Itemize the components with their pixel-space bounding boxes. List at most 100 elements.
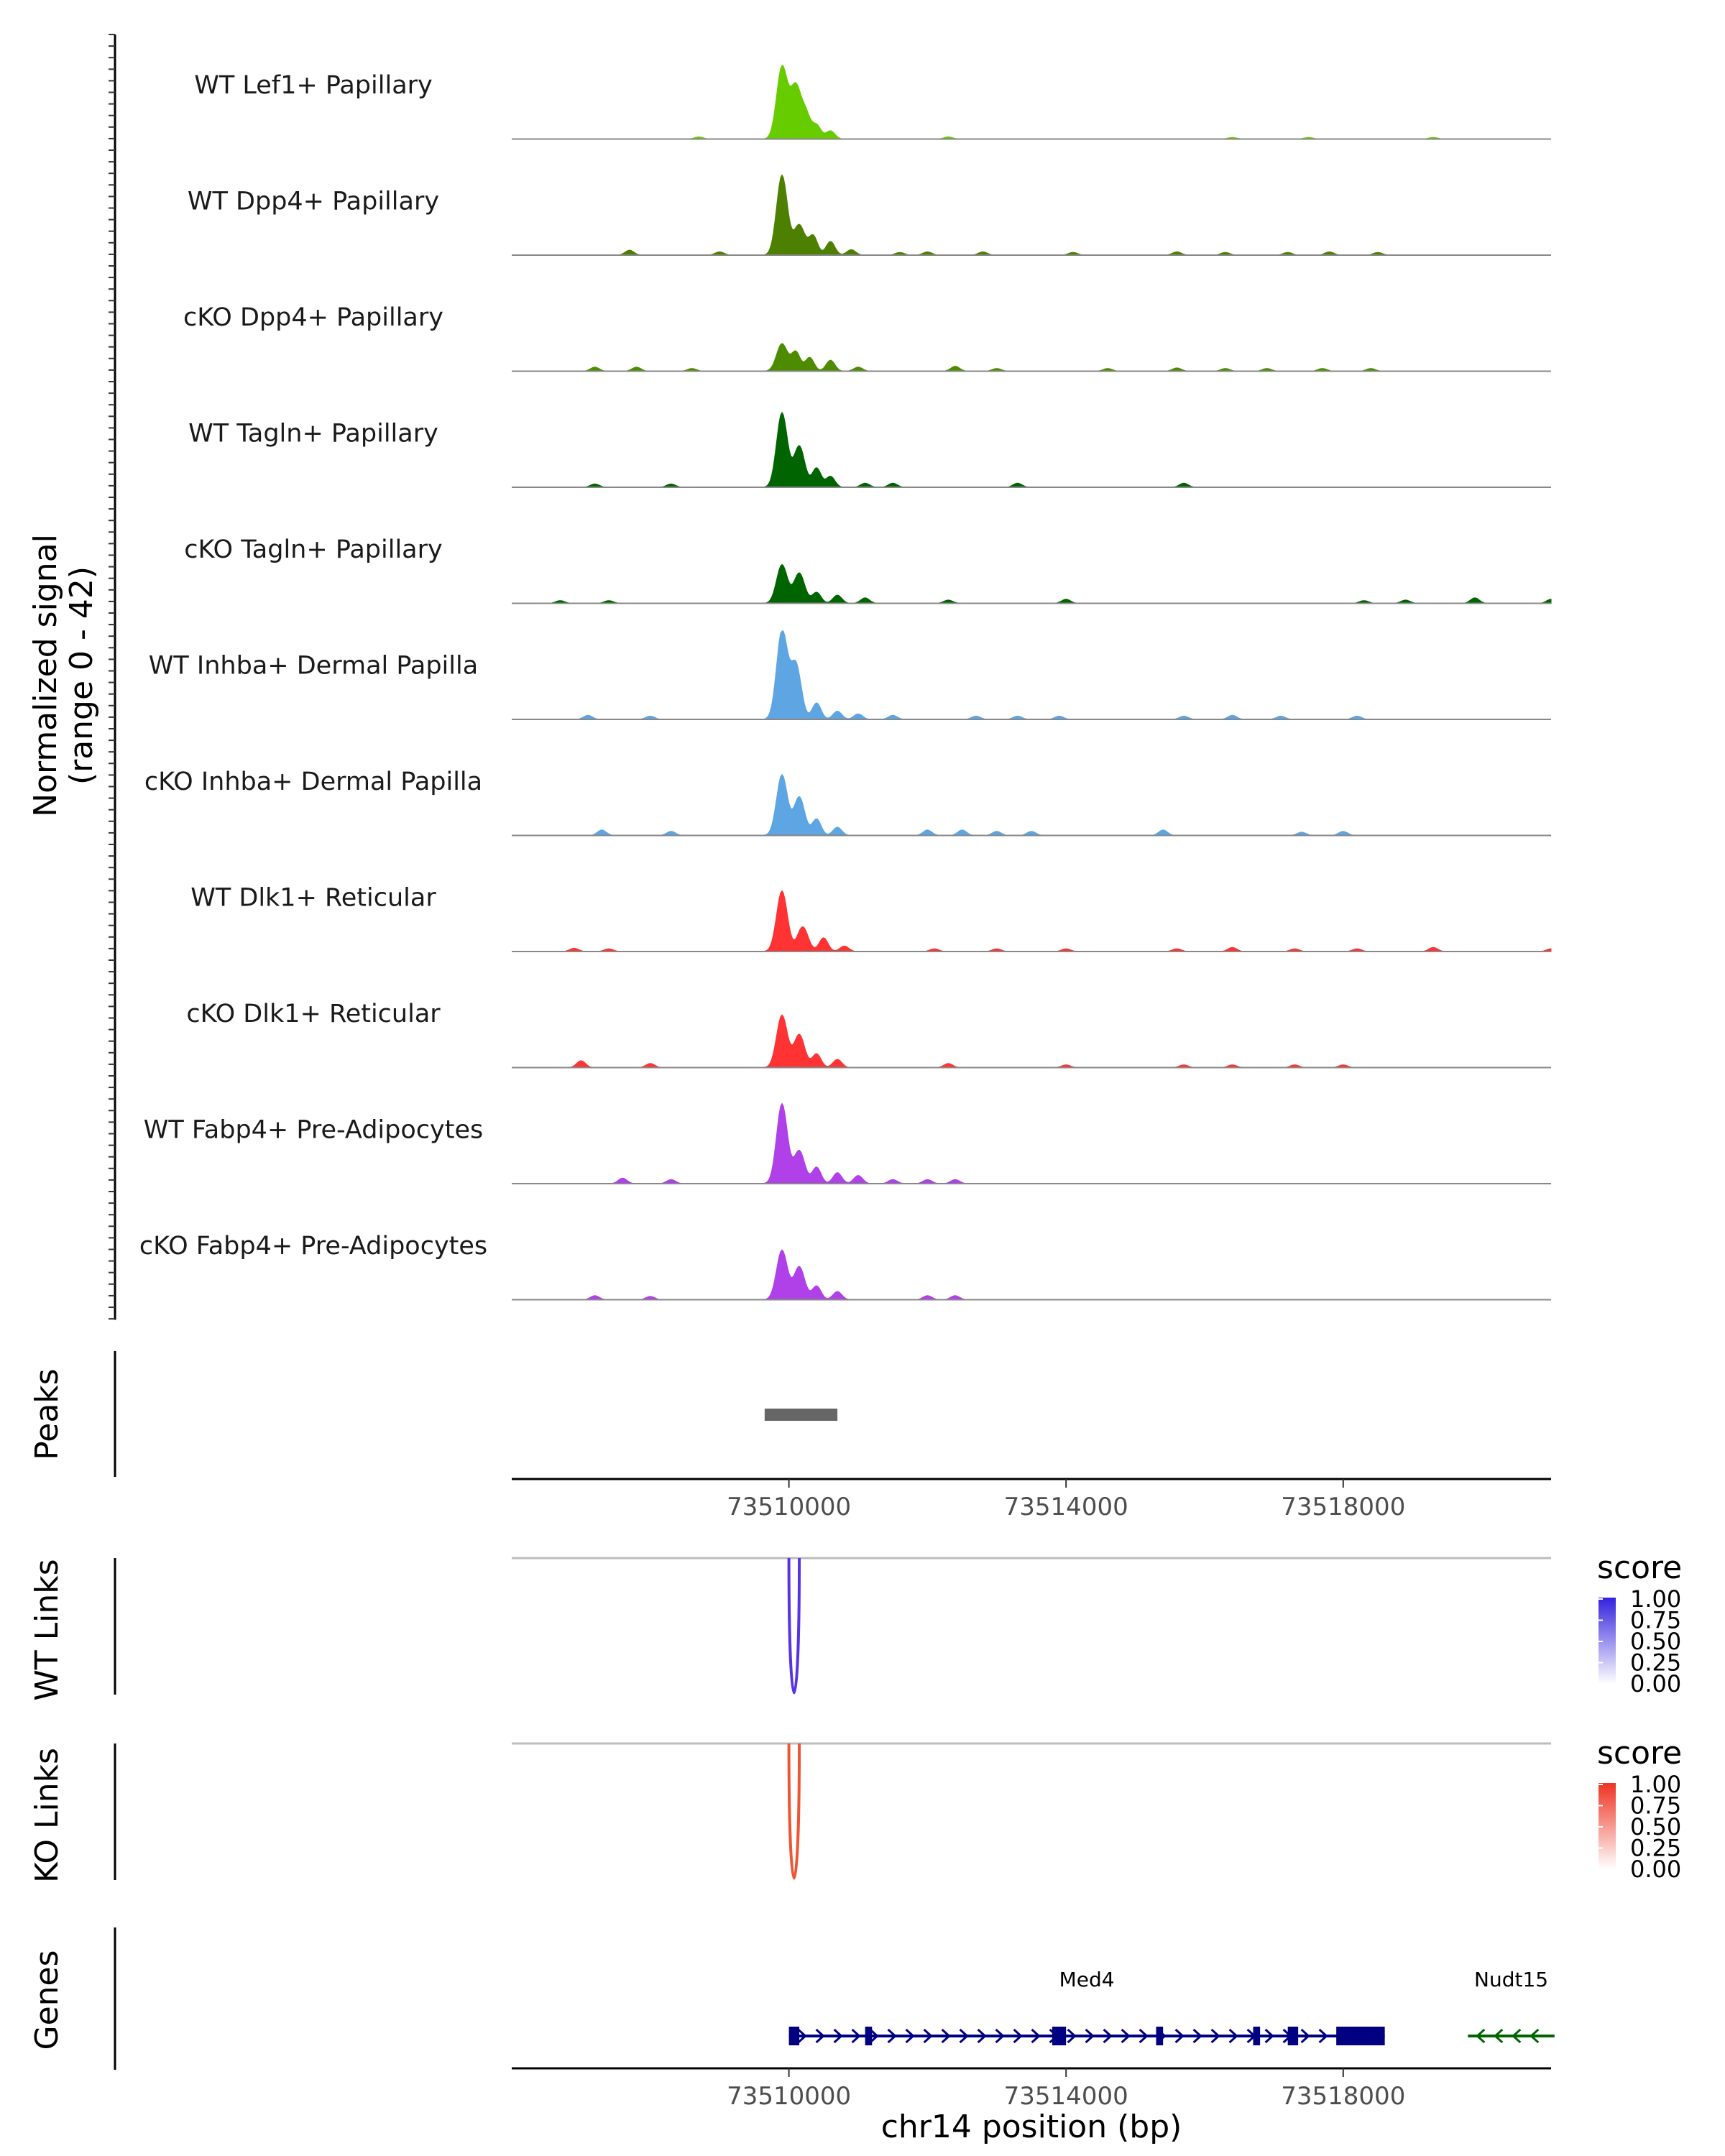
track-label: WT Tagln+ Papillary <box>188 420 438 448</box>
legend-title: score <box>1597 1735 1682 1772</box>
peak-region <box>764 1409 838 1421</box>
strand-arrow <box>959 2028 969 2044</box>
legend-label: 0.75 <box>1630 1792 1681 1820</box>
legend-label: 0.75 <box>1630 1607 1681 1634</box>
signal-area <box>512 890 1552 952</box>
genes-track-label: Genes <box>29 1950 65 2050</box>
signal-area <box>512 1102 1551 1184</box>
x-axis-title: chr14 position (bp) <box>881 2109 1182 2145</box>
x-tick-label: 73510000 <box>727 2082 851 2111</box>
strand-arrow <box>815 2028 825 2044</box>
legend-label: 0.25 <box>1630 1835 1681 1862</box>
legend-label: 0.50 <box>1630 1628 1681 1655</box>
track-label: WT Inhba+ Dermal Papilla <box>149 652 478 681</box>
x-tick-label: 73518000 <box>1281 2082 1405 2111</box>
x-tick-label: 73514000 <box>1004 2082 1128 2111</box>
coverage-track <box>512 174 1551 256</box>
gene-exon <box>1336 2027 1385 2045</box>
strand-arrow <box>1530 2028 1540 2044</box>
strand-arrow <box>1476 2028 1486 2044</box>
strand-arrow <box>1103 2028 1113 2044</box>
strand-arrow <box>1138 2028 1149 2044</box>
links-track-label: WT Links <box>29 1559 65 1700</box>
coverage-track <box>512 65 1551 140</box>
strand-arrow <box>797 2028 807 2044</box>
strand-arrow <box>1174 2028 1184 2044</box>
strand-arrow <box>1192 2028 1202 2044</box>
legend-label: 1.00 <box>1630 1771 1681 1798</box>
signal-area <box>512 1014 1551 1068</box>
track-label: WT Lef1+ Papillary <box>194 71 433 100</box>
track-label: WT Dlk1+ Reticular <box>190 884 436 913</box>
strand-arrow <box>1210 2028 1220 2044</box>
signal-area <box>512 343 1551 372</box>
gene-exon <box>1156 2027 1164 2045</box>
signal-area <box>512 1249 1551 1300</box>
legend-label: 0.00 <box>1630 1856 1681 1883</box>
strand-arrow <box>851 2028 861 2044</box>
signal-area <box>512 773 1551 836</box>
strand-arrow <box>995 2028 1005 2044</box>
coverage-track <box>512 563 1552 604</box>
coverage-y-label-line1: Normalized signal <box>27 534 64 817</box>
x-tick-label: 73514000 <box>1004 1493 1128 1521</box>
gene-exon <box>788 2027 800 2045</box>
coverage-track <box>512 1102 1551 1184</box>
strand-arrow <box>1228 2028 1238 2044</box>
legend-label: 1.00 <box>1630 1585 1681 1613</box>
track-label: cKO Dlk1+ Reticular <box>186 1000 441 1028</box>
links-track-label: KO Links <box>29 1748 65 1883</box>
coverage-track <box>512 773 1551 837</box>
signal-area <box>512 563 1552 604</box>
x-tick-label: 73510000 <box>727 1493 851 1521</box>
strand-arrow <box>1318 2028 1328 2044</box>
coverage-track <box>512 1014 1551 1069</box>
peaks-track-label: Peaks <box>29 1368 65 1460</box>
coverage-track <box>512 1249 1551 1301</box>
signal-area <box>512 65 1551 139</box>
signal-area <box>512 630 1551 720</box>
gene-exon <box>865 2027 873 2045</box>
track-label: cKO Fabp4+ Pre-Adipocytes <box>139 1232 487 1261</box>
strand-arrow <box>1512 2028 1522 2044</box>
strand-arrow <box>1121 2028 1131 2044</box>
strand-arrow <box>1300 2028 1310 2044</box>
gene-name-label: Med4 <box>1059 1968 1115 1991</box>
strand-arrow <box>1264 2028 1274 2044</box>
track-label: WT Dpp4+ Papillary <box>188 188 439 216</box>
legend-label: 0.50 <box>1630 1813 1681 1841</box>
track-label: WT Fabp4+ Pre-Adipocytes <box>144 1116 483 1145</box>
strand-arrow <box>869 2028 879 2044</box>
x-tick-label: 73518000 <box>1281 1493 1405 1521</box>
strand-arrow <box>1085 2028 1095 2044</box>
coverage-y-label-line2: (range 0 - 42) <box>63 566 100 785</box>
gene-exon <box>1287 2027 1299 2045</box>
strand-arrow <box>1013 2028 1023 2044</box>
legend-label: 0.25 <box>1630 1649 1681 1677</box>
coverage-track <box>512 890 1552 952</box>
link-arc <box>787 1743 801 1880</box>
track-label: cKO Tagln+ Papillary <box>184 535 443 564</box>
gene-exon <box>1253 2027 1261 2045</box>
link-arc <box>787 1557 801 1695</box>
strand-arrow <box>977 2028 987 2044</box>
strand-arrow <box>1031 2028 1041 2044</box>
signal-area <box>512 411 1551 488</box>
gene-exon <box>1052 2027 1067 2045</box>
gene-name-label: Nudt15 <box>1474 1968 1548 1991</box>
strand-arrow <box>887 2028 897 2044</box>
legend-label: 0.00 <box>1630 1670 1681 1697</box>
strand-arrow <box>941 2028 951 2044</box>
coverage-track <box>512 411 1551 488</box>
legend-title: score <box>1597 1549 1682 1586</box>
track-label: cKO Dpp4+ Papillary <box>183 303 443 332</box>
coverage-track <box>512 630 1551 720</box>
signal-area <box>512 174 1551 256</box>
strand-arrow <box>1067 2028 1077 2044</box>
strand-arrow <box>1494 2028 1504 2044</box>
strand-arrow <box>905 2028 915 2044</box>
coverage-track <box>512 343 1551 372</box>
strand-arrow <box>833 2028 843 2044</box>
strand-arrow <box>923 2028 933 2044</box>
